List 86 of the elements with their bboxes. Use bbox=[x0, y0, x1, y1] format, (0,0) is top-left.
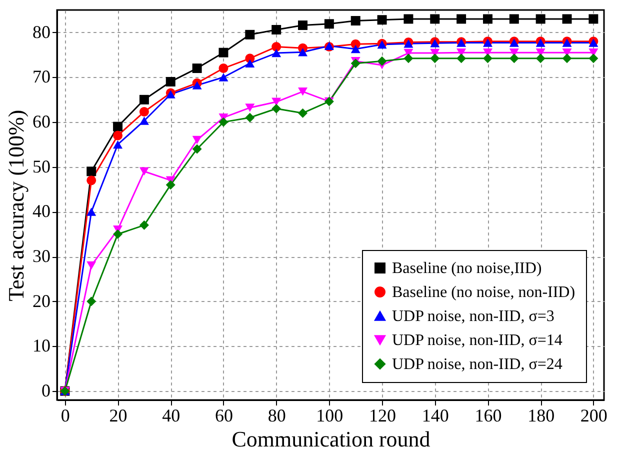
point bbox=[298, 48, 308, 56]
point bbox=[139, 94, 149, 104]
point bbox=[139, 220, 149, 230]
legend-label: UDP noise, non-IID, σ=14 bbox=[392, 332, 562, 349]
y-tick-label: 40 bbox=[32, 201, 50, 222]
y-tick-label: 60 bbox=[32, 112, 50, 132]
point bbox=[350, 44, 360, 54]
point bbox=[272, 98, 282, 106]
point bbox=[482, 14, 492, 24]
point bbox=[298, 108, 308, 118]
point bbox=[192, 144, 202, 154]
point bbox=[218, 64, 228, 74]
x-tick-label: 40 bbox=[162, 406, 180, 426]
point bbox=[536, 14, 546, 24]
x-tick-label: 0 bbox=[60, 406, 70, 426]
point bbox=[456, 14, 466, 24]
point bbox=[562, 54, 572, 64]
point bbox=[562, 14, 572, 24]
point bbox=[298, 20, 308, 30]
point bbox=[272, 104, 282, 114]
point bbox=[139, 167, 149, 176]
x-tick-label: 120 bbox=[369, 406, 396, 426]
point bbox=[218, 117, 228, 127]
x-axis-title: Communication round bbox=[232, 426, 430, 452]
point bbox=[588, 54, 598, 64]
point bbox=[192, 136, 202, 144]
legend-label: UDP noise, non-IID, σ=24 bbox=[392, 356, 562, 373]
point bbox=[272, 24, 282, 34]
point bbox=[113, 122, 123, 132]
point bbox=[218, 73, 228, 82]
point bbox=[536, 54, 546, 64]
y-tick-label: 50 bbox=[32, 156, 50, 176]
x-tick-label: 20 bbox=[109, 406, 128, 426]
point bbox=[245, 104, 255, 112]
y-axis-title: Test accuracy (100%) bbox=[4, 110, 28, 302]
y-tick-label: 10 bbox=[32, 336, 50, 356]
x-tick-label: 100 bbox=[316, 406, 344, 426]
point bbox=[139, 116, 149, 125]
point bbox=[245, 30, 255, 40]
point bbox=[509, 54, 519, 64]
point bbox=[404, 14, 414, 24]
y-tick-label: 80 bbox=[32, 22, 50, 42]
point bbox=[192, 64, 202, 74]
x-tick-label: 60 bbox=[214, 406, 233, 426]
point bbox=[166, 180, 176, 190]
point bbox=[482, 54, 492, 64]
point bbox=[350, 58, 360, 68]
x-tick-label: 80 bbox=[268, 406, 286, 426]
y-tick-label: 70 bbox=[32, 66, 50, 87]
x-tick-label: 200 bbox=[580, 406, 608, 426]
x-tick-label: 160 bbox=[474, 406, 502, 426]
legend-label: UDP noise, non-IID, σ=3 bbox=[392, 308, 554, 325]
y-tick-label: 30 bbox=[32, 246, 50, 266]
point bbox=[298, 87, 308, 96]
point bbox=[245, 112, 255, 122]
point bbox=[86, 166, 96, 176]
point bbox=[113, 229, 123, 239]
point bbox=[456, 54, 466, 64]
x-tick-label: 180 bbox=[528, 406, 555, 426]
point bbox=[377, 15, 387, 25]
point bbox=[86, 176, 96, 186]
point bbox=[509, 14, 519, 24]
legend-label: Baseline (no noise, non-IID) bbox=[392, 284, 576, 301]
y-tick-label: 20 bbox=[32, 290, 50, 311]
point bbox=[139, 107, 149, 116]
point bbox=[113, 130, 123, 140]
x-tick-label: 140 bbox=[422, 406, 449, 426]
point bbox=[324, 19, 334, 29]
point bbox=[218, 48, 228, 58]
point bbox=[86, 296, 96, 306]
point bbox=[272, 48, 282, 58]
point bbox=[430, 14, 440, 24]
point bbox=[86, 208, 96, 216]
point bbox=[166, 76, 176, 86]
point bbox=[245, 59, 255, 68]
point bbox=[430, 54, 440, 64]
legend-label: Baseline (no noise,IID) bbox=[392, 260, 542, 277]
point bbox=[272, 42, 282, 52]
y-tick-label: 0 bbox=[42, 380, 50, 401]
point bbox=[404, 54, 414, 64]
point bbox=[192, 81, 202, 90]
point bbox=[113, 140, 123, 149]
point bbox=[86, 261, 96, 270]
point bbox=[350, 16, 360, 26]
point bbox=[377, 56, 387, 66]
point bbox=[588, 14, 598, 24]
